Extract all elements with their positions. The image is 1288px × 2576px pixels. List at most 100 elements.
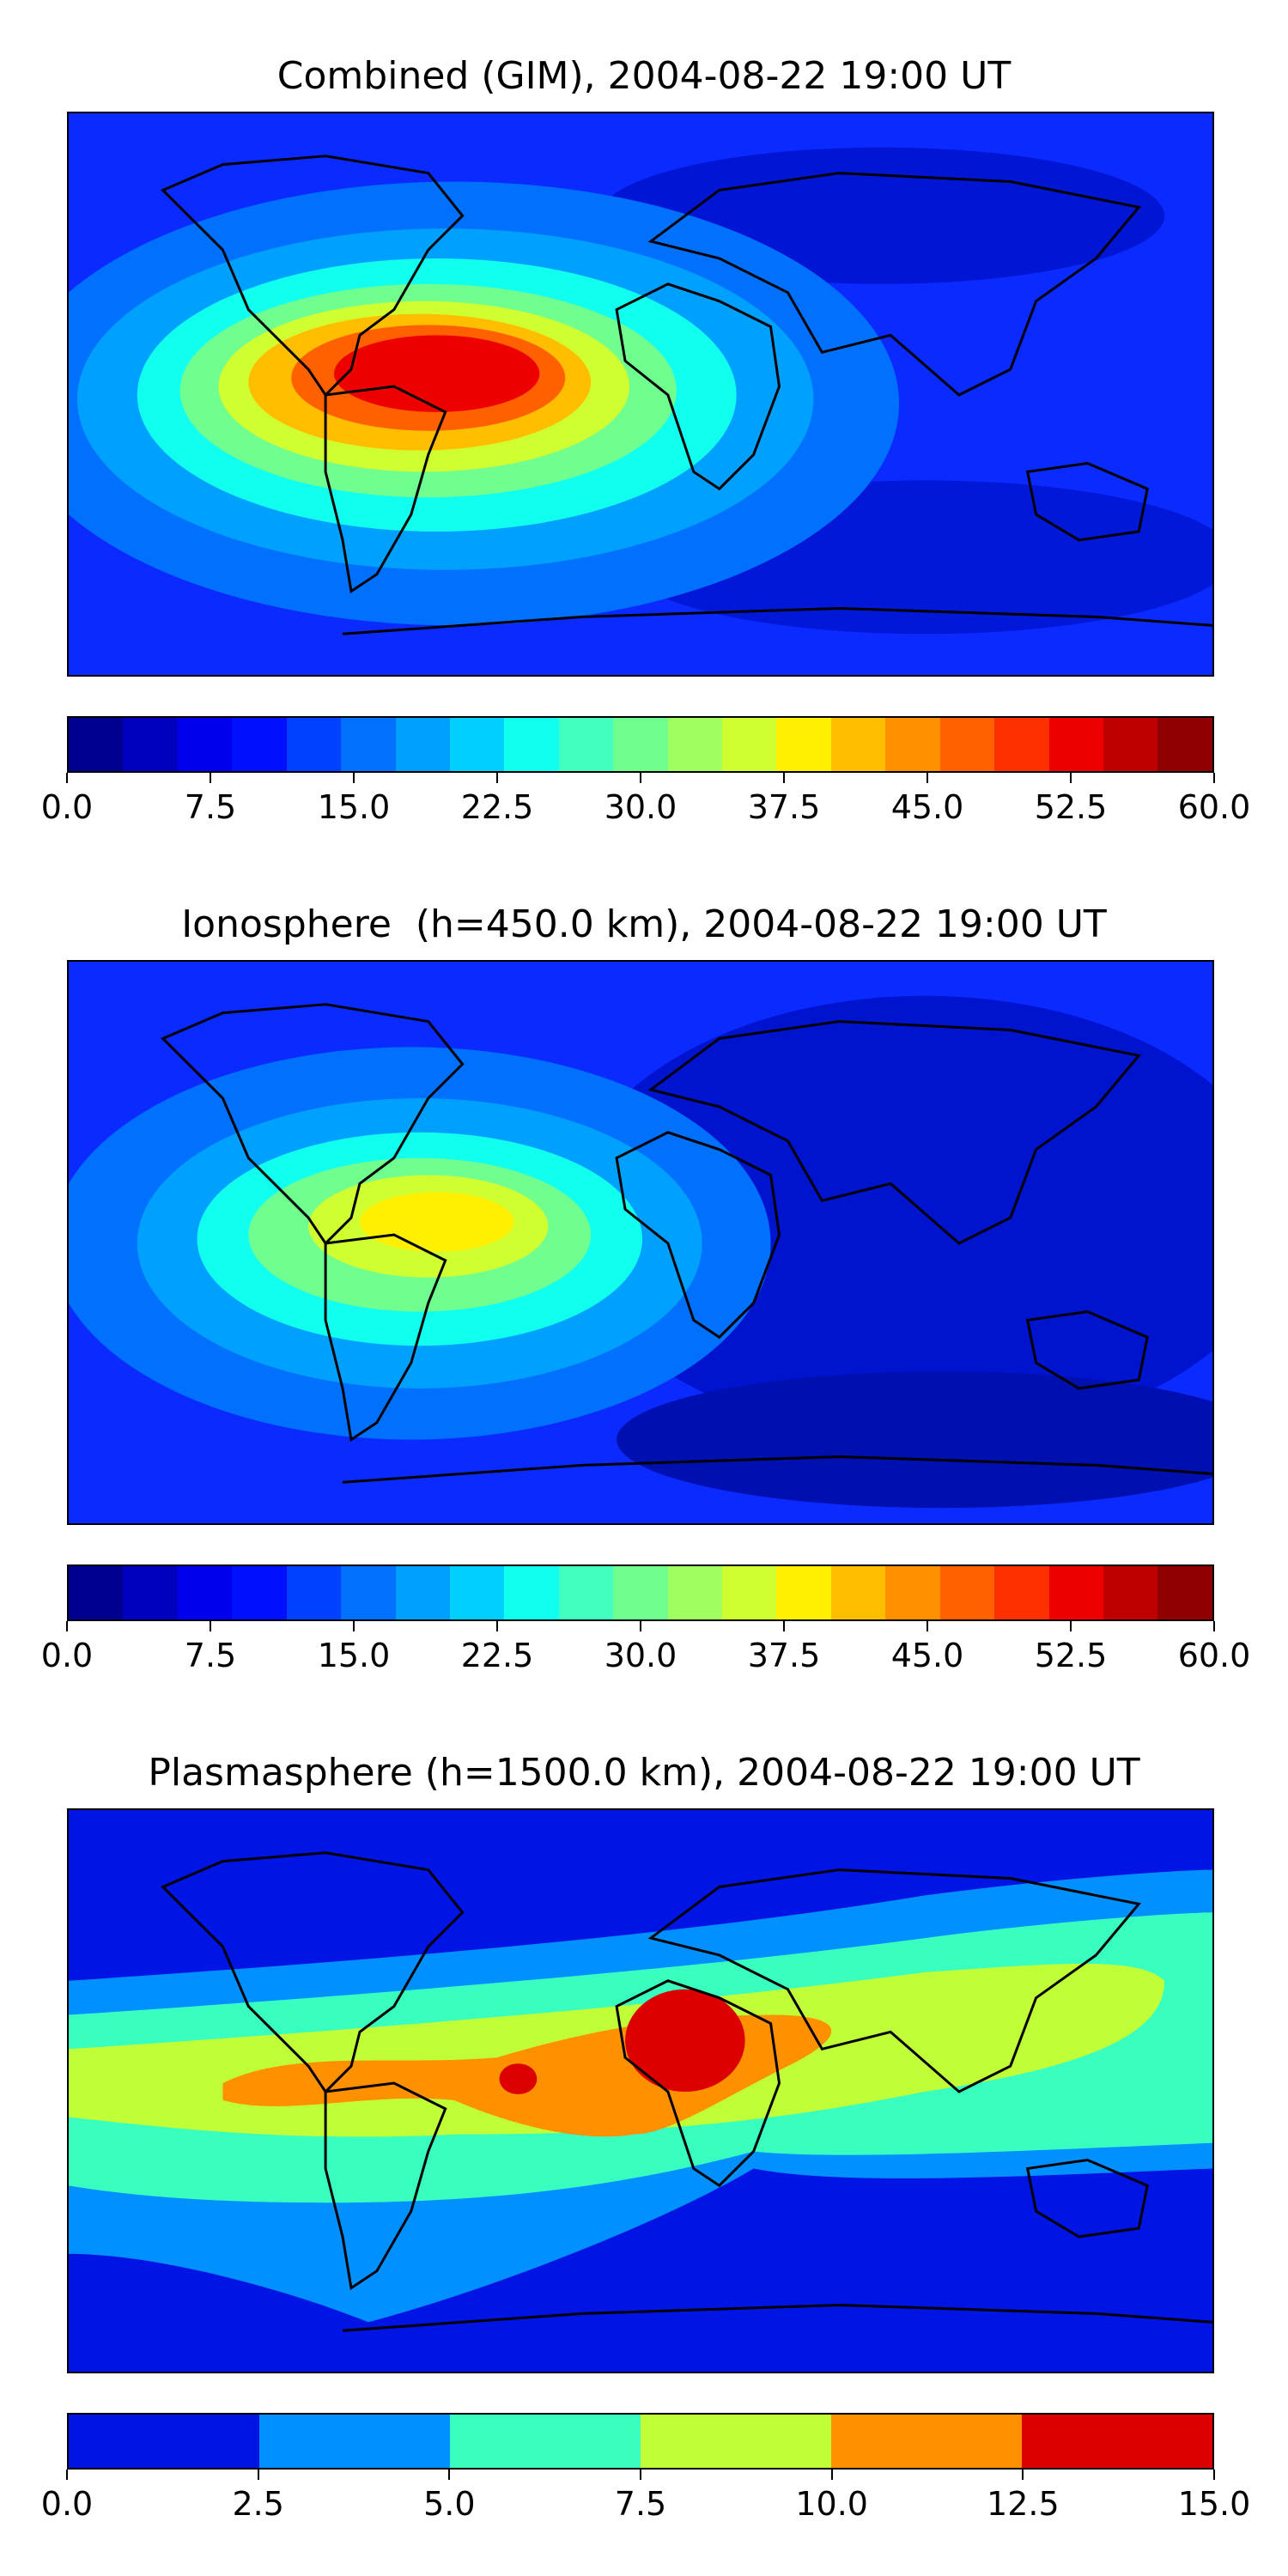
colorbar-segment: [939, 1566, 995, 1619]
colorbar-segment: [558, 718, 614, 771]
colorbar-segment: [1048, 718, 1104, 771]
colorbar-tick: [640, 773, 641, 783]
tec-map-plasmasphere: [67, 1808, 1214, 2373]
colorbar-tick-label: 2.5: [232, 2485, 284, 2523]
colorbar-tick-label: 0.0: [40, 2485, 94, 2523]
colorbar-segment: [69, 718, 124, 771]
colorbar-tick: [640, 1621, 641, 1631]
tec-map-combined: [67, 112, 1214, 677]
colorbar-segment: [395, 1566, 450, 1619]
colorbar-tick-label: 0.0: [40, 788, 94, 826]
colorbar-tick-label: 15.0: [317, 1637, 391, 1674]
colorbar-ticks: 0.0 2.5 5.0 7.5 10.0 12.5 15.0: [41, 2470, 1250, 2523]
colorbar-segment: [395, 718, 450, 771]
colorbar-segment: [885, 718, 940, 771]
colorbar-tick: [448, 2470, 451, 2480]
colorbar-tick-label: 45.0: [890, 788, 964, 826]
colorbar: [67, 2413, 1214, 2470]
colorbar: [67, 716, 1214, 773]
colorbar-segment: [885, 1566, 940, 1619]
colorbar-segment: [722, 718, 777, 771]
map-canvas: [69, 113, 1212, 675]
map-title: Ionosphere (h=450.0 km), 2004-08-22 19:0…: [181, 902, 1107, 946]
colorbar-tick: [353, 1621, 355, 1631]
colorbar: [67, 1564, 1214, 1621]
colorbar-tick: [1213, 1621, 1215, 1631]
colorbar-segment: [613, 718, 668, 771]
tec-map-ionosphere: [67, 960, 1214, 1525]
map-title: Combined (GIM), 2004-08-22 19:00 UT: [276, 54, 1012, 98]
colorbar-tick-label: 10.0: [795, 2485, 868, 2523]
colorbar-segment: [504, 718, 559, 771]
map-canvas: [69, 962, 1212, 1523]
colorbar-tick: [1070, 773, 1072, 783]
colorbar-tick: [640, 2470, 641, 2480]
colorbar-segment: [123, 1566, 178, 1619]
colorbar-tick: [257, 2470, 259, 2480]
colorbar-tick-label: 37.5: [747, 1637, 821, 1674]
colorbar-segment: [259, 2415, 450, 2468]
colorbar-tick: [210, 773, 211, 783]
colorbar-segment: [831, 2415, 1022, 2468]
colorbar-tick: [66, 773, 68, 783]
colorbar-tick: [783, 1621, 785, 1631]
colorbar-tick: [783, 773, 785, 783]
colorbar-tick-label: 7.5: [184, 788, 237, 826]
colorbar-tick-label: 60.0: [1177, 1637, 1251, 1674]
colorbar-segment: [504, 1566, 559, 1619]
colorbar-tick-label: 45.0: [890, 1637, 964, 1674]
colorbar-segment: [1103, 1566, 1158, 1619]
colorbar-tick: [1213, 773, 1215, 783]
colorbar-segment: [776, 718, 831, 771]
colorbar-tick-label: 60.0: [1177, 788, 1251, 826]
colorbar-tick: [496, 773, 498, 783]
colorbar-tick: [210, 1621, 211, 1631]
colorbar-tick-label: 22.5: [460, 788, 534, 826]
colorbar-segment: [177, 1566, 233, 1619]
colorbar-tick: [927, 773, 928, 783]
colorbar-segment: [613, 1566, 668, 1619]
colorbar-segment: [1157, 1566, 1212, 1619]
colorbar-tick-label: 52.5: [1034, 1637, 1108, 1674]
colorbar-segment: [1048, 1566, 1104, 1619]
colorbar-segment: [232, 1566, 287, 1619]
colorbar-segment: [232, 718, 287, 771]
colorbar-tick-label: 22.5: [460, 1637, 534, 1674]
colorbar-segment: [1103, 718, 1158, 771]
colorbar-segment: [994, 1566, 1049, 1619]
colorbar-tick-label: 30.0: [604, 1637, 677, 1674]
colorbar-segment: [69, 2415, 259, 2468]
colorbar-segment: [667, 1566, 723, 1619]
colorbar-tick-label: 5.0: [423, 2485, 476, 2523]
colorbar-segment: [1022, 2415, 1212, 2468]
coastlines: [161, 155, 1212, 635]
colorbar-ticks: 0.0 7.5 15.0 22.5 30.0 37.5 45.0 52.5 60.0: [41, 1621, 1250, 1674]
coastlines: [161, 1851, 1212, 2332]
colorbar-ticks: 0.0 7.5 15.0 22.5 30.0 37.5 45.0 52.5 60.0: [41, 773, 1250, 826]
colorbar-segment: [939, 718, 995, 771]
map-canvas: [69, 1810, 1212, 2372]
colorbar-segment: [776, 1566, 831, 1619]
colorbar-segment: [722, 1566, 777, 1619]
colorbar-tick-label: 30.0: [604, 788, 677, 826]
colorbar-segment: [341, 718, 396, 771]
colorbar-segment: [830, 718, 886, 771]
colorbar-tick-label: 0.0: [40, 1637, 94, 1674]
colorbar-tick: [830, 2470, 833, 2480]
colorbar-segment: [558, 1566, 614, 1619]
colorbar-segment: [286, 1566, 342, 1619]
colorbar-tick-label: 52.5: [1034, 788, 1108, 826]
colorbar-segment: [286, 718, 342, 771]
colorbar-tick-label: 7.5: [614, 2485, 667, 2523]
colorbar-segment: [830, 1566, 886, 1619]
colorbar-segment: [1157, 718, 1212, 771]
colorbar-tick: [1022, 2470, 1024, 2480]
colorbar-segment: [449, 718, 505, 771]
colorbar-tick-label: 12.5: [987, 2485, 1060, 2523]
colorbar-tick: [496, 1621, 498, 1631]
colorbar-tick: [927, 1621, 928, 1631]
colorbar-segment: [449, 1566, 505, 1619]
colorbar-segment: [667, 718, 723, 771]
colorbar-tick: [1213, 2470, 1215, 2480]
colorbar-segment: [69, 1566, 124, 1619]
